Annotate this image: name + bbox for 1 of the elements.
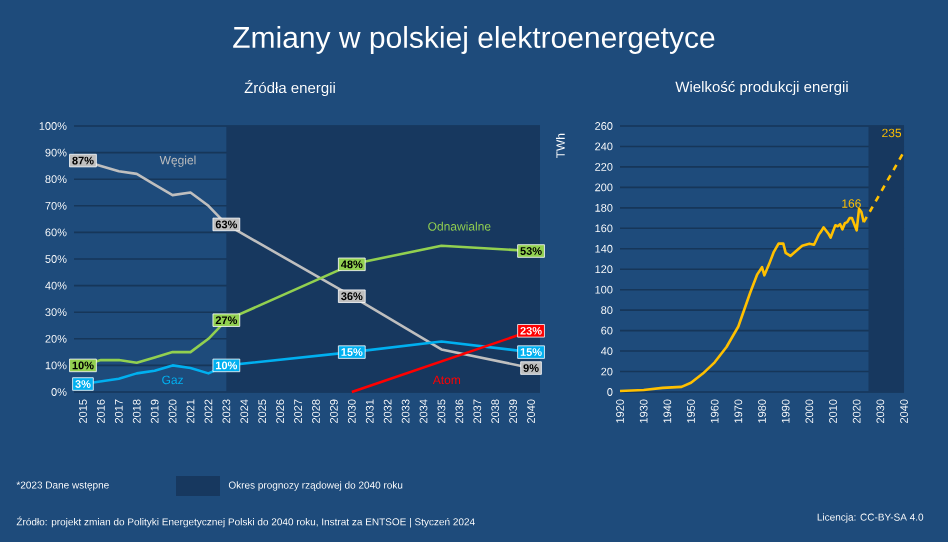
chart-title: Zmiany w polskiej elektroenergetyce	[233, 26, 715, 54]
